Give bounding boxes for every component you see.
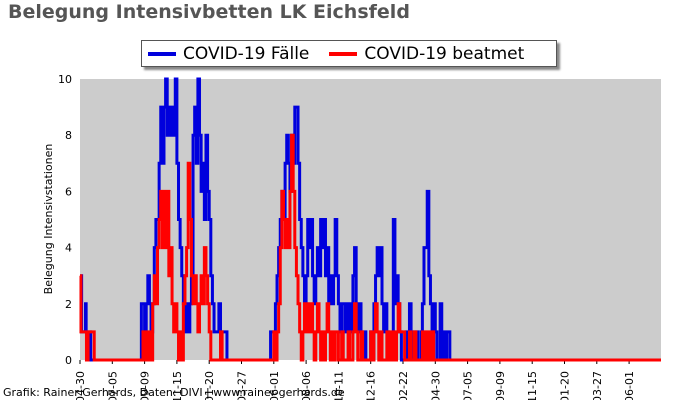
- x-tick-label: 03-27: [236, 371, 249, 400]
- x-tick-label: 11-15: [526, 371, 539, 400]
- legend-label-faelle: COVID-19 Fälle: [183, 43, 310, 64]
- series-line-beatmet: [79, 133, 661, 362]
- y-tick-label: 2: [65, 298, 72, 311]
- legend: COVID-19 Fälle COVID-19 beatmet: [141, 40, 557, 67]
- x-tick-label: 11-15: [171, 371, 184, 400]
- legend-label-beatmet: COVID-19 beatmet: [364, 43, 525, 64]
- x-tick-label: 04-30: [74, 371, 87, 400]
- x-tick-label: 09-09: [139, 371, 152, 400]
- chart-title: Belegung Intensivbetten LK Eichsfeld: [8, 1, 410, 23]
- y-axis: 0 2 4 6 8 10: [58, 73, 72, 367]
- y-tick-label: 10: [58, 73, 72, 86]
- x-tick-label: 01-20: [559, 371, 572, 400]
- x-tick-label: 03-27: [591, 371, 604, 400]
- legend-item-beatmet: COVID-19 beatmet: [329, 44, 524, 64]
- legend-swatch-faelle: [148, 51, 176, 56]
- x-tick-label: 09-09: [494, 371, 507, 400]
- x-tick-label: 01-20: [203, 371, 216, 400]
- x-axis: 04-30 07-05 09-09 11-15 01-20 03-27 06-01 08-06…: [74, 360, 636, 400]
- credit-text: Grafik: Rainer Gerhards, Daten: DIVI | w…: [3, 386, 345, 399]
- y-tick-label: 0: [65, 354, 72, 367]
- x-tick-label: 06-01: [268, 371, 281, 400]
- x-tick-label: 12-16: [365, 371, 378, 400]
- x-tick-label: 06-01: [623, 371, 636, 400]
- legend-item-faelle: COVID-19 Fälle: [148, 44, 309, 64]
- y-axis-label: Belegung Intensivstationen: [42, 144, 55, 295]
- legend-swatch-beatmet: [329, 51, 358, 56]
- x-tick-label: 10-11: [332, 371, 345, 400]
- y-tick-label: 6: [65, 185, 72, 198]
- x-tick-label: 04-30: [429, 371, 442, 400]
- y-tick-label: 8: [65, 129, 72, 142]
- x-tick-label: 08-06: [300, 371, 313, 400]
- series-layer: [79, 77, 661, 362]
- x-tick-label: 07-05: [106, 371, 119, 400]
- x-tick-label: 02-22: [397, 371, 410, 400]
- y-tick-label: 4: [65, 242, 72, 255]
- x-tick-label: 07-05: [462, 371, 475, 400]
